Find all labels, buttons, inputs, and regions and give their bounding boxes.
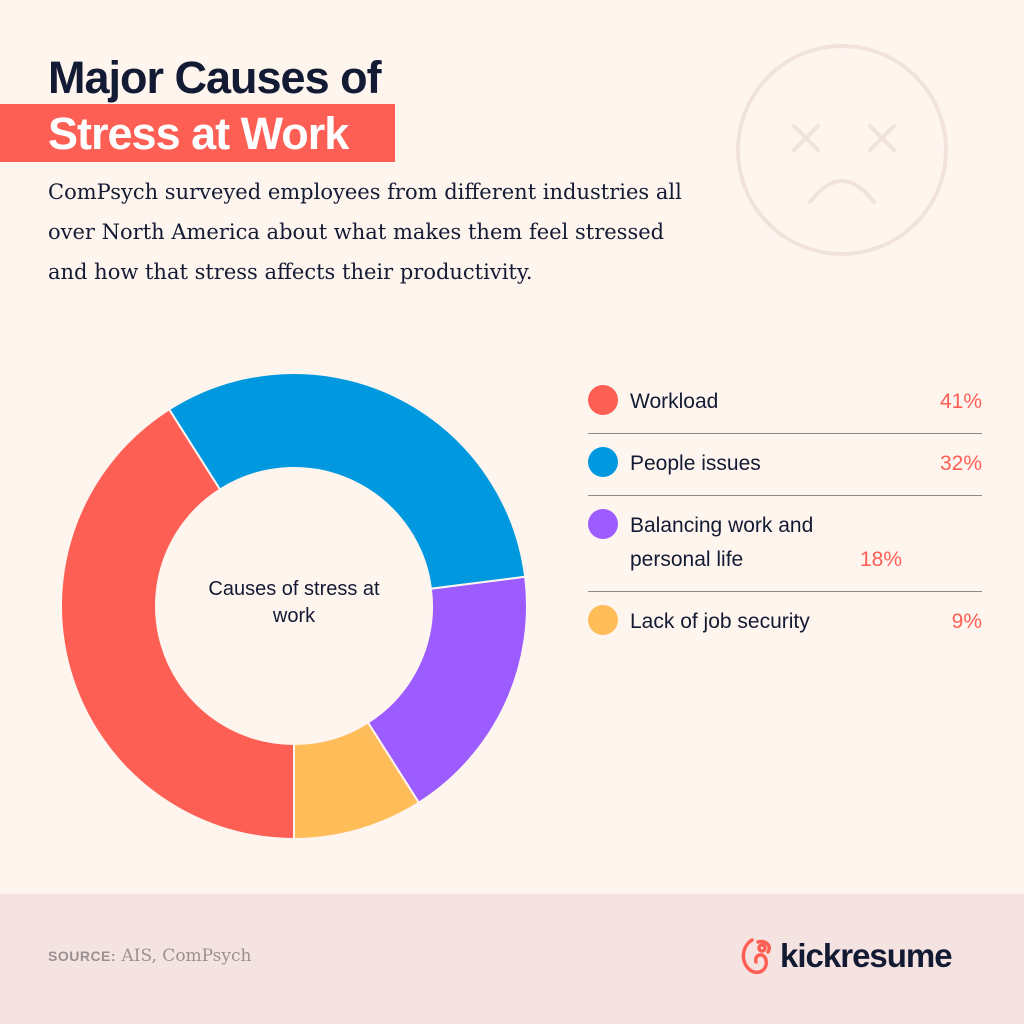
legend-value: 41%	[939, 390, 982, 413]
legend-swatch	[588, 447, 618, 477]
legend-label: Lack of job security	[630, 610, 810, 633]
legend-item-people-issues: People issues 32%	[588, 434, 982, 496]
legend-value: 18%	[860, 548, 903, 571]
legend-label: People issues	[630, 452, 761, 475]
legend-value: 32%	[939, 452, 982, 475]
kickresume-logo-icon	[741, 938, 771, 975]
legend-label: Balancing work and personal life	[630, 514, 814, 571]
donut-chart	[60, 372, 528, 841]
legend-swatch	[588, 509, 618, 539]
legend-item-job-security: Lack of job security 9%	[588, 592, 982, 653]
legend-item-workload: Workload 41%	[588, 372, 982, 434]
sad-face-icon	[736, 44, 948, 256]
source: SOURCE: AIS, ComPsych	[48, 946, 251, 966]
legend-value: 9%	[951, 610, 982, 633]
legend-item-balancing: Balancing work and personal life 18%	[588, 496, 982, 592]
source-label: SOURCE:	[48, 948, 117, 964]
legend-swatch	[588, 605, 618, 635]
legend: Workload 41% People issues 32% Balancing…	[588, 372, 982, 653]
legend-label: Workload	[630, 390, 719, 413]
footer: SOURCE: AIS, ComPsych kickresume	[0, 894, 1024, 1024]
donut-slice-lack-of-job-security	[293, 721, 421, 841]
donut-center-label: Causes of stress at work	[208, 578, 380, 627]
source-text: AIS, ComPsych	[121, 946, 252, 966]
donut-slice-people-issues	[167, 372, 527, 590]
donut-slice-workload	[60, 407, 295, 841]
brand-logo: kickresume	[738, 936, 953, 976]
donut-slice-balancing-work-and-personal-life	[366, 575, 528, 805]
title-line-2: Stress at Work	[48, 108, 349, 159]
title-line-1: Major Causes of	[48, 52, 382, 103]
legend-swatch	[588, 385, 618, 415]
brand-name: kickresume	[780, 937, 953, 974]
title-highlight	[0, 104, 395, 162]
description: ComPsych surveyed employees from differe…	[48, 180, 682, 284]
